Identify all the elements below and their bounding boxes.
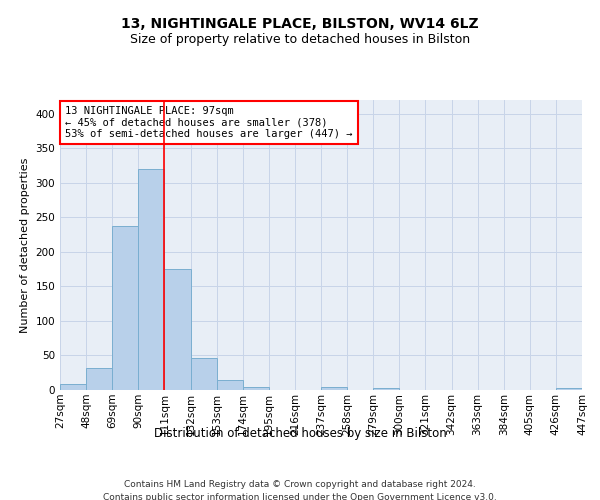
Bar — [112, 226, 139, 390]
Bar — [242, 386, 269, 390]
Bar — [86, 368, 112, 390]
Y-axis label: Number of detached properties: Number of detached properties — [20, 158, 30, 332]
Bar — [191, 358, 217, 390]
Text: Distribution of detached houses by size in Bilston: Distribution of detached houses by size … — [154, 428, 446, 440]
Text: 13 NIGHTINGALE PLACE: 97sqm
← 45% of detached houses are smaller (378)
53% of se: 13 NIGHTINGALE PLACE: 97sqm ← 45% of det… — [65, 106, 353, 139]
Bar — [217, 380, 243, 390]
Bar — [321, 386, 347, 390]
Bar — [139, 169, 164, 390]
Bar — [60, 384, 86, 390]
Bar — [373, 388, 400, 390]
Text: Contains HM Land Registry data © Crown copyright and database right 2024.
Contai: Contains HM Land Registry data © Crown c… — [103, 480, 497, 500]
Bar — [164, 269, 191, 390]
Text: Size of property relative to detached houses in Bilston: Size of property relative to detached ho… — [130, 32, 470, 46]
Text: 13, NIGHTINGALE PLACE, BILSTON, WV14 6LZ: 13, NIGHTINGALE PLACE, BILSTON, WV14 6LZ — [121, 18, 479, 32]
Bar — [556, 388, 582, 390]
